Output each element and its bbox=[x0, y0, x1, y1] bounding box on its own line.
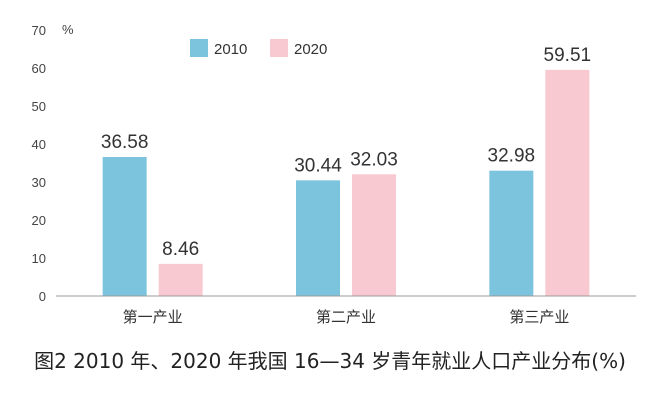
bar-2020-2 bbox=[352, 174, 396, 296]
data-label: 36.58 bbox=[101, 132, 149, 153]
legend-label: 2010 bbox=[214, 41, 247, 58]
bar-2020-3 bbox=[545, 69, 590, 296]
y-tick-label: 70 bbox=[32, 23, 46, 38]
bar-2010-1 bbox=[102, 156, 147, 296]
y-tick-label: 0 bbox=[39, 289, 46, 304]
category-label: 第一产业 bbox=[123, 308, 183, 326]
data-label: 32.03 bbox=[350, 149, 398, 170]
bars: 36.58 8.46 30.44 32.03 32.98 59.51 bbox=[101, 45, 591, 296]
category-label: 第三产业 bbox=[509, 308, 569, 326]
legend-swatch bbox=[270, 39, 288, 57]
y-tick-label: 50 bbox=[32, 99, 46, 114]
y-tick-label: 30 bbox=[32, 175, 46, 190]
legend-swatch bbox=[190, 39, 208, 57]
y-tick-label: 60 bbox=[32, 61, 46, 76]
bar-2020-1 bbox=[158, 263, 203, 296]
category-labels: 第一产业 第二产业 第三产业 bbox=[123, 308, 570, 326]
legend: 2010 2020 bbox=[190, 39, 327, 58]
data-label: 30.44 bbox=[294, 155, 342, 176]
bar-2010-3 bbox=[489, 170, 534, 296]
y-axis: 0 10 20 30 40 50 60 70 bbox=[32, 23, 46, 304]
data-label: 8.46 bbox=[162, 239, 199, 260]
category-label: 第二产业 bbox=[316, 308, 376, 326]
y-axis-unit: % bbox=[62, 22, 74, 37]
bar-2010-2 bbox=[296, 180, 340, 296]
data-label: 59.51 bbox=[544, 45, 592, 66]
y-tick-label: 20 bbox=[32, 213, 46, 228]
bar-chart: 0 10 20 30 40 50 60 70 % 2010 2020 36.58 8.46 30.4… bbox=[32, 22, 636, 326]
legend-label: 2020 bbox=[294, 41, 327, 58]
y-tick-label: 10 bbox=[32, 251, 46, 266]
data-label: 32.98 bbox=[488, 146, 536, 167]
figure-caption: 图2 2010 年、2020 年我国 16—34 岁青年就业人口产业分布(%) bbox=[34, 349, 626, 373]
y-tick-label: 40 bbox=[32, 137, 46, 152]
